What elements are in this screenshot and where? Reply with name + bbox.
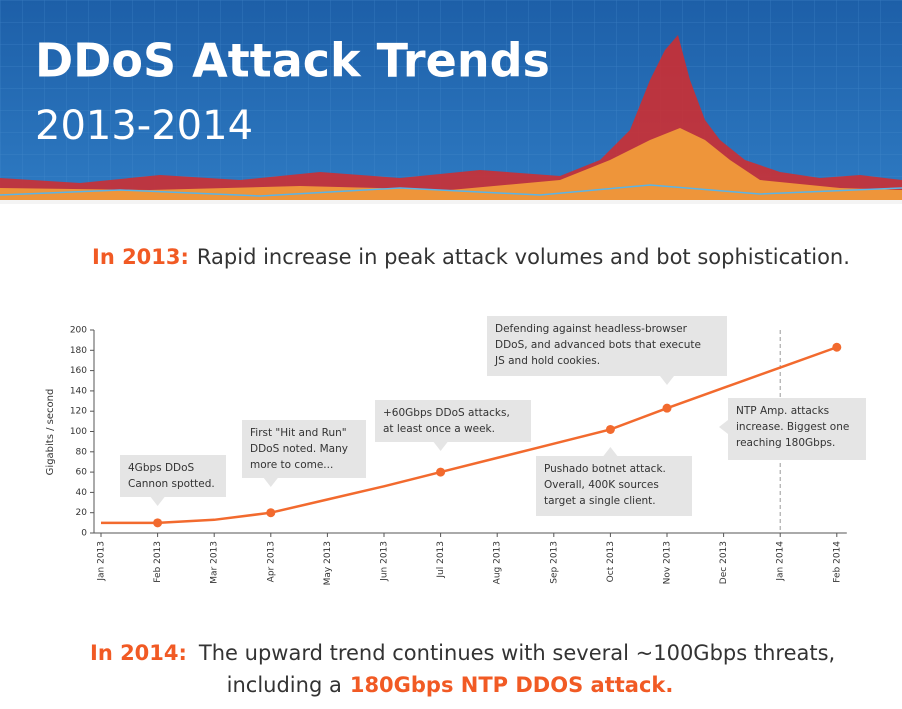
- footer-text2: including a: [227, 673, 342, 697]
- intro: In 2013: Rapid increase in peak attack vo…: [92, 245, 850, 269]
- y-axis-label: Gigabits / second: [45, 389, 56, 476]
- y-tick-label: 100: [70, 427, 87, 437]
- annotation-text: Overall, 400K sources: [544, 479, 659, 491]
- y-tick-label: 40: [76, 488, 88, 498]
- y-tick-label: 0: [81, 529, 87, 539]
- intro-text: Rapid increase in peak attack volumes an…: [197, 245, 850, 269]
- x-tick-label: May 2013: [323, 541, 333, 585]
- y-tick-label: 20: [76, 508, 88, 518]
- annotation-text: at least once a week.: [383, 423, 495, 435]
- x-tick-label: Sep 2013: [549, 541, 559, 584]
- x-tick-label: Oct 2013: [606, 541, 616, 582]
- x-tick-label: Feb 2014: [832, 541, 842, 583]
- annotation-text: DDoS, and advanced bots that execute: [495, 339, 701, 351]
- annotation-text: target a single client.: [544, 495, 656, 507]
- annotation-text: JS and hold cookies.: [494, 355, 600, 367]
- annotation-pointer: [719, 420, 728, 434]
- x-tick-label: Jan 2013: [97, 541, 107, 582]
- x-tick-label: Jun 2013: [380, 541, 390, 582]
- x-tick-label: Apr 2013: [266, 541, 276, 582]
- annotation-text: NTP Amp. attacks: [736, 405, 829, 417]
- data-point: [662, 403, 672, 413]
- annotation-box: [375, 400, 531, 442]
- footer-text: The upward trend continues with several …: [198, 641, 835, 665]
- y-tick-label: 140: [70, 386, 87, 396]
- annotation-text: 4Gbps DDoS: [128, 462, 195, 474]
- banner: [0, 0, 902, 204]
- y-tick-label: 60: [76, 468, 88, 478]
- subtitle: 2013-2014: [35, 103, 253, 149]
- annotation-text: Pushado botnet attack.: [544, 463, 666, 475]
- annotation-pointer: [660, 376, 674, 385]
- data-point: [436, 467, 446, 477]
- y-tick-label: 120: [70, 407, 87, 417]
- annotation-box: [120, 455, 226, 497]
- annotation: +60Gbps DDoS attacks, at least once a wee…: [375, 400, 531, 451]
- footer-line2: including a 180Gbps NTP DDOS attack.: [227, 673, 674, 697]
- data-point: [153, 518, 163, 528]
- x-tick-label: Nov 2013: [663, 541, 673, 584]
- annotation-text: DDoS noted. Many: [250, 443, 348, 455]
- annotation-pointer: [433, 442, 448, 451]
- y-tick-label: 80: [76, 447, 88, 457]
- annotation-text: Defending against headless-browser: [495, 323, 688, 335]
- x-tick-label: Dec 2013: [719, 541, 729, 584]
- annotation-box: [487, 316, 727, 376]
- x-tick-label: Jan 2014: [776, 541, 786, 582]
- annotation-pointer: [150, 497, 165, 506]
- annotation: 4Gbps DDoS Cannon spotted.: [120, 455, 226, 506]
- annotation-text: +60Gbps DDoS attacks,: [383, 407, 510, 419]
- intro-label: In 2013:: [92, 245, 189, 269]
- y-tick-label: 160: [70, 366, 87, 376]
- annotation-pointer: [603, 447, 618, 456]
- x-tick-label: Aug 2013: [493, 541, 503, 584]
- title: DDoS Attack Trends: [35, 34, 550, 88]
- annotation: Defending against headless-browser DDoS, …: [487, 316, 727, 385]
- annotation-pointer: [263, 478, 278, 487]
- x-tick-label: Jul 2013: [436, 541, 446, 579]
- annotation-box: [536, 456, 692, 516]
- annotation: First "Hit and Run" DDoS noted. Many more …: [242, 420, 366, 487]
- footer-label: In 2014:: [90, 641, 187, 665]
- footer-highlight: 180Gbps NTP DDOS attack.: [350, 673, 674, 697]
- annotation-text: reaching 180Gbps.: [736, 437, 835, 449]
- annotation-text: increase. Biggest one: [736, 421, 849, 433]
- data-point: [832, 342, 842, 352]
- y-tick-label: 200: [70, 326, 87, 336]
- annotation-box: [728, 398, 866, 460]
- annotation-text: First "Hit and Run": [250, 427, 347, 439]
- footer-line1: In 2014: The upward trend continues with …: [90, 641, 835, 665]
- data-point: [266, 508, 276, 518]
- data-line: [101, 346, 838, 525]
- annotation: Pushado botnet attack. Overall, 400K sour…: [536, 447, 692, 516]
- annotation-box: [242, 420, 366, 478]
- x-tick-label: Mar 2013: [210, 541, 220, 584]
- y-tick-label: 180: [70, 346, 87, 356]
- annotation: NTP Amp. attacks increase. Biggest one rea…: [719, 398, 866, 460]
- annotation-text: more to come...: [250, 459, 333, 471]
- data-point: [605, 424, 615, 434]
- x-tick-label: Feb 2013: [153, 541, 163, 583]
- annotation-text: Cannon spotted.: [128, 478, 215, 490]
